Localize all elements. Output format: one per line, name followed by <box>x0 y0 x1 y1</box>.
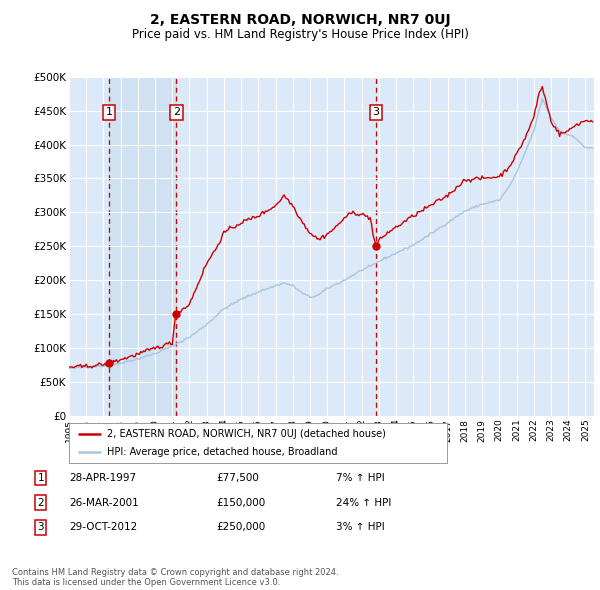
Bar <box>109 77 176 416</box>
Text: 28-APR-1997: 28-APR-1997 <box>69 473 136 483</box>
Text: 29-OCT-2012: 29-OCT-2012 <box>69 523 137 532</box>
Text: £250,000: £250,000 <box>216 523 265 532</box>
Text: 3: 3 <box>37 523 44 532</box>
Text: £150,000: £150,000 <box>216 498 265 507</box>
Text: £77,500: £77,500 <box>216 473 259 483</box>
Text: 1: 1 <box>106 107 112 117</box>
Text: 2, EASTERN ROAD, NORWICH, NR7 0UJ (detached house): 2, EASTERN ROAD, NORWICH, NR7 0UJ (detac… <box>107 429 386 439</box>
Text: Price paid vs. HM Land Registry's House Price Index (HPI): Price paid vs. HM Land Registry's House … <box>131 28 469 41</box>
Text: HPI: Average price, detached house, Broadland: HPI: Average price, detached house, Broa… <box>107 447 337 457</box>
Text: 2, EASTERN ROAD, NORWICH, NR7 0UJ: 2, EASTERN ROAD, NORWICH, NR7 0UJ <box>149 13 451 27</box>
Text: 2: 2 <box>37 498 44 507</box>
Text: 3: 3 <box>373 107 379 117</box>
Text: 26-MAR-2001: 26-MAR-2001 <box>69 498 139 507</box>
Text: 7% ↑ HPI: 7% ↑ HPI <box>336 473 385 483</box>
Text: 24% ↑ HPI: 24% ↑ HPI <box>336 498 391 507</box>
Text: Contains HM Land Registry data © Crown copyright and database right 2024.
This d: Contains HM Land Registry data © Crown c… <box>12 568 338 587</box>
Text: 2: 2 <box>173 107 180 117</box>
Text: 1: 1 <box>37 473 44 483</box>
Text: 3% ↑ HPI: 3% ↑ HPI <box>336 523 385 532</box>
